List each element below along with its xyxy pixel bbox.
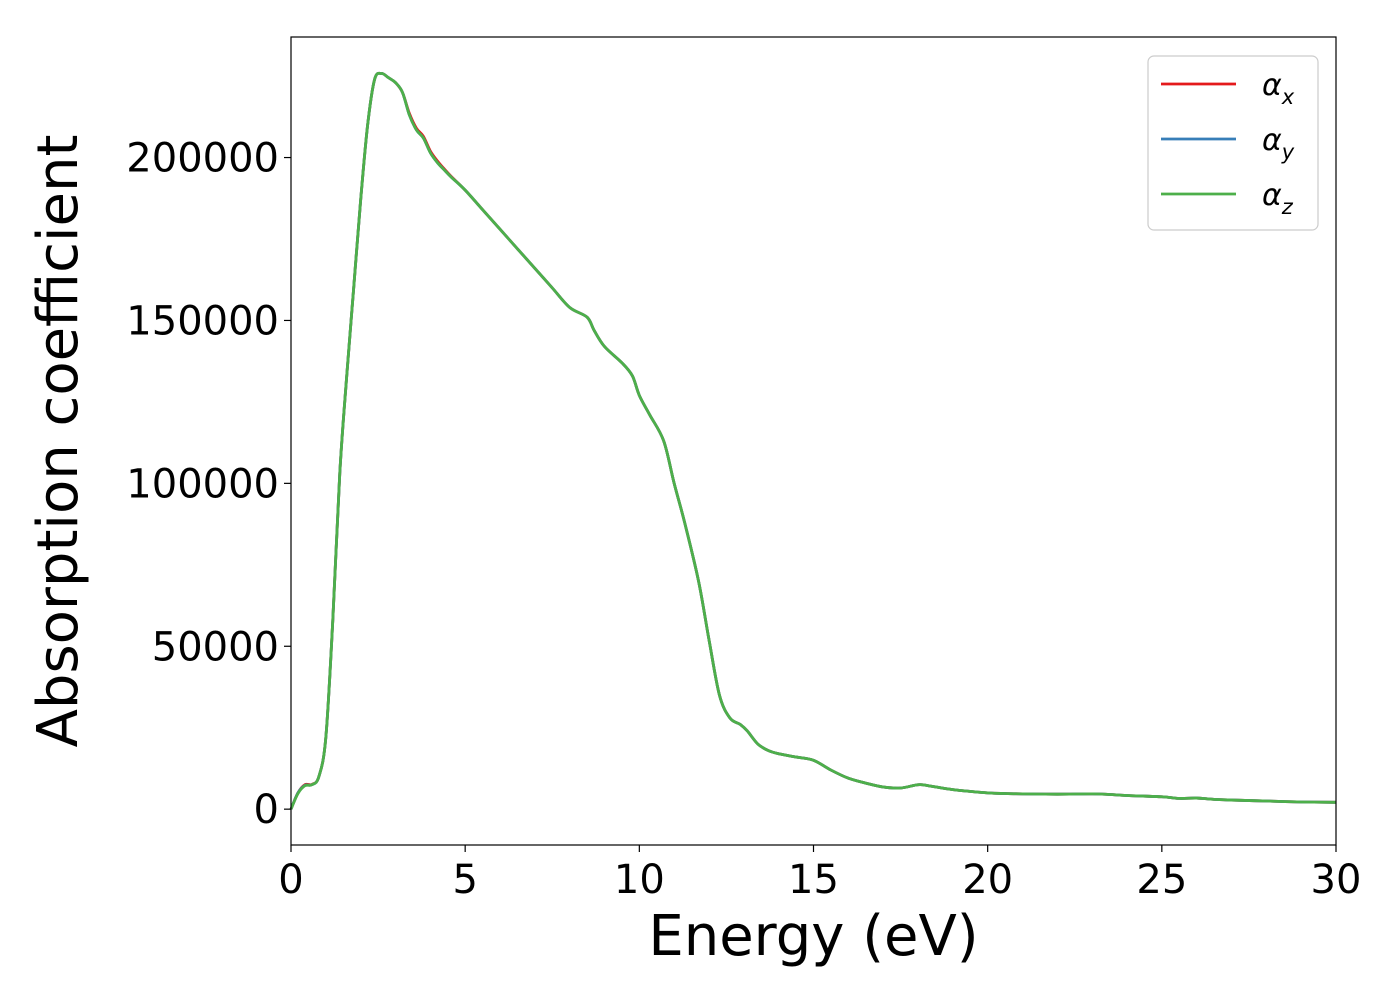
x-tick-label: 25 — [1136, 857, 1187, 903]
y-axis-ticks: 0 50000 100000 150000 200000 — [126, 136, 291, 833]
legend-label-main: α — [1262, 68, 1282, 103]
legend-label-main: α — [1262, 178, 1282, 213]
legend-box — [1147, 55, 1319, 231]
x-tick-label: 5 — [452, 857, 477, 903]
y-tick-label: 100000 — [126, 461, 279, 507]
legend-label-main: α — [1262, 123, 1282, 158]
series-layer — [289, 71, 1337, 810]
y-tick-label: 0 — [254, 787, 279, 833]
x-axis-title: Energy (eV) — [648, 904, 978, 969]
x-tick-label: 20 — [962, 857, 1013, 903]
legend-label-alpha-z: αz — [1262, 178, 1294, 219]
legend-label-subscript: x — [1281, 85, 1295, 109]
legend-label-alpha-x: αx — [1262, 68, 1295, 109]
x-tick-label: 0 — [278, 857, 303, 903]
x-axis-ticks: 0 5 10 15 20 25 30 — [278, 845, 1361, 903]
y-tick-label: 150000 — [126, 298, 279, 344]
y-axis-title: Absorption coefficient — [26, 135, 91, 748]
y-tick-label: 50000 — [152, 624, 279, 670]
series-line-alpha-z — [289, 71, 1337, 810]
legend-label-subscript: y — [1281, 140, 1295, 164]
x-tick-label: 30 — [1311, 857, 1362, 903]
legend-label-alpha-y: αy — [1262, 123, 1295, 164]
x-tick-label: 15 — [788, 857, 839, 903]
legend-label-subscript: z — [1281, 195, 1294, 219]
x-tick-label: 10 — [614, 857, 665, 903]
y-tick-label: 200000 — [126, 136, 279, 182]
